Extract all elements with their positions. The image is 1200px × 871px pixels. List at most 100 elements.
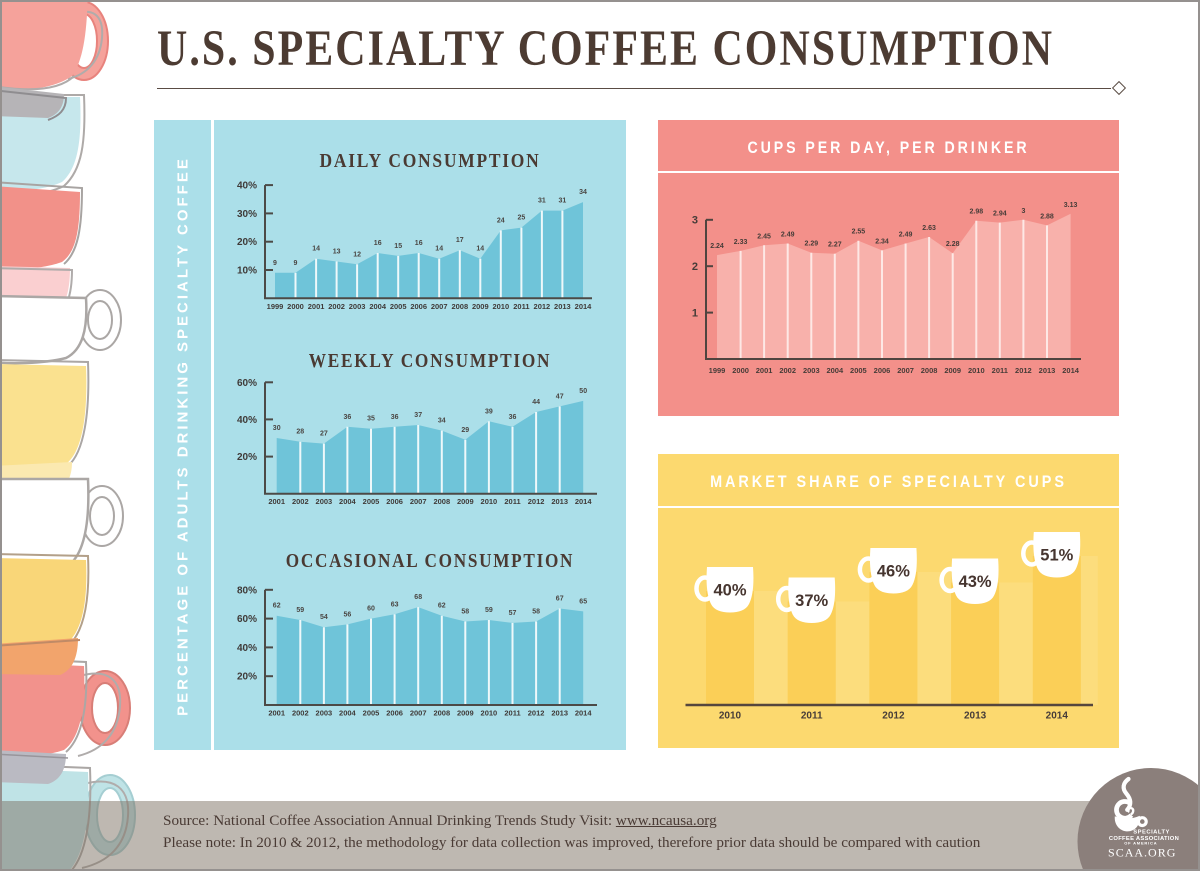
svg-text:2003: 2003 [349, 302, 366, 311]
svg-text:2003: 2003 [316, 497, 333, 506]
svg-text:2001: 2001 [756, 366, 773, 375]
svg-text:2001: 2001 [268, 709, 285, 718]
svg-text:20%: 20% [237, 452, 257, 463]
svg-text:65: 65 [579, 598, 587, 605]
svg-text:3.13: 3.13 [1064, 202, 1078, 209]
svg-text:63: 63 [391, 601, 399, 608]
svg-text:68: 68 [414, 594, 422, 601]
svg-text:30%: 30% [237, 209, 257, 220]
svg-text:20%: 20% [237, 237, 257, 248]
svg-text:2.49: 2.49 [899, 232, 913, 239]
svg-text:2012: 2012 [534, 302, 551, 311]
svg-text:29: 29 [461, 427, 469, 434]
svg-text:2.94: 2.94 [993, 211, 1007, 218]
svg-text:2011: 2011 [504, 497, 520, 506]
svg-text:2011: 2011 [801, 711, 823, 722]
svg-text:36: 36 [391, 414, 399, 421]
svg-text:40%: 40% [713, 582, 746, 600]
svg-text:2010: 2010 [481, 709, 498, 718]
svg-text:SPECIALTY: SPECIALTY [1133, 830, 1170, 836]
svg-text:2014: 2014 [575, 302, 593, 311]
svg-text:58: 58 [461, 609, 469, 616]
svg-text:1999: 1999 [709, 366, 726, 375]
svg-text:2.27: 2.27 [828, 242, 842, 249]
svg-text:2009: 2009 [457, 497, 474, 506]
svg-text:2007: 2007 [431, 302, 448, 311]
svg-text:13: 13 [333, 249, 341, 256]
svg-text:2.63: 2.63 [922, 225, 936, 232]
svg-text:2006: 2006 [386, 709, 403, 718]
svg-text:2010: 2010 [481, 497, 498, 506]
svg-text:2005: 2005 [363, 497, 380, 506]
svg-text:2008: 2008 [433, 497, 450, 506]
svg-text:SCAA.ORG: SCAA.ORG [1108, 845, 1176, 859]
svg-text:2014: 2014 [575, 497, 593, 506]
svg-text:2014: 2014 [1046, 711, 1069, 722]
svg-text:15: 15 [394, 243, 402, 250]
svg-text:2000: 2000 [287, 302, 304, 311]
svg-text:16: 16 [374, 240, 382, 247]
svg-text:35: 35 [367, 416, 375, 423]
svg-text:30: 30 [273, 425, 281, 432]
svg-text:17: 17 [456, 237, 464, 244]
svg-text:60%: 60% [237, 614, 257, 625]
svg-text:2002: 2002 [779, 366, 796, 375]
svg-text:2005: 2005 [850, 366, 867, 375]
svg-text:80%: 80% [237, 585, 257, 596]
svg-text:2.49: 2.49 [781, 232, 795, 239]
svg-text:51%: 51% [1040, 547, 1073, 565]
svg-text:2006: 2006 [874, 366, 891, 375]
svg-text:2007: 2007 [897, 366, 914, 375]
svg-text:2.29: 2.29 [804, 241, 818, 248]
svg-text:37%: 37% [795, 592, 828, 610]
svg-text:20%: 20% [237, 672, 257, 683]
svg-text:62: 62 [438, 603, 446, 610]
svg-text:40%: 40% [237, 181, 257, 192]
svg-text:60: 60 [367, 606, 375, 613]
svg-text:2.88: 2.88 [1040, 213, 1054, 220]
svg-text:2012: 2012 [528, 709, 545, 718]
svg-text:36: 36 [509, 414, 517, 421]
svg-text:34: 34 [438, 418, 446, 425]
svg-text:24: 24 [497, 217, 505, 224]
svg-text:2002: 2002 [292, 709, 309, 718]
svg-text:46%: 46% [877, 563, 910, 581]
svg-text:2012: 2012 [1015, 366, 1032, 375]
svg-text:2001: 2001 [268, 497, 285, 506]
svg-text:2003: 2003 [803, 366, 820, 375]
svg-text:2005: 2005 [390, 302, 407, 311]
svg-text:2.55: 2.55 [852, 229, 866, 236]
svg-text:2013: 2013 [554, 302, 571, 311]
svg-text:16: 16 [415, 240, 423, 247]
svg-text:2.34: 2.34 [875, 238, 889, 245]
svg-text:2014: 2014 [575, 709, 593, 718]
svg-text:2005: 2005 [363, 709, 380, 718]
svg-text:2012: 2012 [882, 711, 905, 722]
svg-text:60%: 60% [237, 378, 257, 389]
svg-text:2004: 2004 [339, 497, 357, 506]
svg-text:OF AMERICA: OF AMERICA [1124, 841, 1157, 846]
svg-text:3: 3 [692, 215, 698, 227]
svg-text:2013: 2013 [964, 711, 987, 722]
svg-text:14: 14 [435, 246, 443, 253]
svg-text:40%: 40% [237, 643, 257, 654]
svg-text:2009: 2009 [457, 709, 474, 718]
svg-text:2004: 2004 [826, 366, 844, 375]
svg-text:2.28: 2.28 [946, 241, 960, 248]
svg-text:2008: 2008 [451, 302, 468, 311]
svg-text:2006: 2006 [410, 302, 427, 311]
svg-text:57: 57 [509, 610, 517, 617]
svg-text:31: 31 [559, 198, 567, 205]
svg-text:2010: 2010 [492, 302, 509, 311]
svg-text:44: 44 [532, 399, 540, 406]
svg-text:67: 67 [556, 596, 564, 603]
svg-text:1: 1 [692, 307, 698, 319]
svg-text:14: 14 [312, 246, 320, 253]
svg-text:COFFEE ASSOCIATION: COFFEE ASSOCIATION [1109, 836, 1179, 842]
svg-text:28: 28 [296, 429, 304, 436]
svg-text:9: 9 [273, 260, 277, 267]
svg-text:2012: 2012 [528, 497, 545, 506]
svg-text:2004: 2004 [339, 709, 357, 718]
svg-text:2.24: 2.24 [710, 243, 724, 250]
svg-text:1999: 1999 [267, 302, 284, 311]
